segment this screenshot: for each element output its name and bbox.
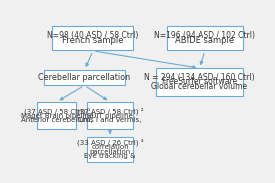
Text: Anterior cerebellum,: Anterior cerebellum, bbox=[21, 117, 93, 123]
Text: (37 ASD / 58 Ctrl) ²: (37 ASD / 58 Ctrl) ² bbox=[77, 107, 143, 115]
Text: (33 ASD / 26 Ctrl) ³: (33 ASD / 26 Ctrl) ³ bbox=[77, 139, 143, 146]
FancyBboxPatch shape bbox=[44, 70, 125, 85]
Text: Cerebellar parcellation: Cerebellar parcellation bbox=[39, 73, 131, 82]
FancyBboxPatch shape bbox=[87, 102, 133, 129]
Text: Crus I and Vermis,: Crus I and Vermis, bbox=[78, 117, 142, 123]
FancyBboxPatch shape bbox=[37, 102, 76, 129]
Text: FreeSurfer software: FreeSurfer software bbox=[162, 77, 237, 86]
FancyBboxPatch shape bbox=[167, 26, 243, 50]
Text: Maget Brain pipeline: Maget Brain pipeline bbox=[21, 113, 93, 119]
Text: N=98 (40 ASD / 58 Ctrl): N=98 (40 ASD / 58 Ctrl) bbox=[47, 31, 139, 40]
Text: Eye tracking &: Eye tracking & bbox=[84, 154, 136, 159]
Text: ABIDE sample: ABIDE sample bbox=[175, 36, 234, 45]
FancyBboxPatch shape bbox=[53, 26, 133, 50]
Text: N = 294 (134 ASD / 160 Ctrl): N = 294 (134 ASD / 160 Ctrl) bbox=[144, 73, 255, 82]
Text: Global cerebellar volume: Global cerebellar volume bbox=[152, 82, 248, 91]
Text: parcellation: parcellation bbox=[89, 149, 131, 155]
Text: French sample: French sample bbox=[62, 36, 124, 45]
FancyBboxPatch shape bbox=[87, 137, 133, 162]
FancyBboxPatch shape bbox=[156, 68, 243, 96]
Text: N=196 (94 ASD / 102 Ctrl): N=196 (94 ASD / 102 Ctrl) bbox=[154, 31, 255, 40]
Text: correlation: correlation bbox=[91, 144, 129, 150]
Text: SUIT pipeline: SUIT pipeline bbox=[87, 113, 133, 119]
Text: (37 ASD / 58 Ctrl) ¹: (37 ASD / 58 Ctrl) ¹ bbox=[23, 107, 90, 115]
